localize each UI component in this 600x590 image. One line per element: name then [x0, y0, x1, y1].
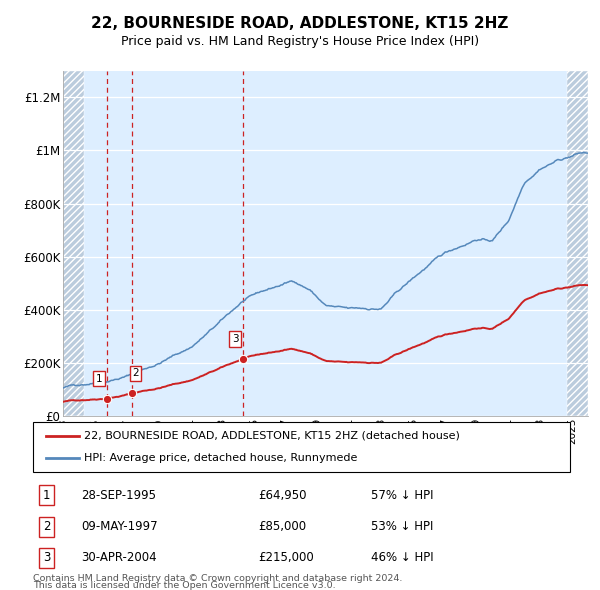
Text: 22, BOURNESIDE ROAD, ADDLESTONE, KT15 2HZ: 22, BOURNESIDE ROAD, ADDLESTONE, KT15 2H… [91, 16, 509, 31]
Text: 57% ↓ HPI: 57% ↓ HPI [371, 489, 434, 502]
Text: 3: 3 [43, 551, 50, 564]
Text: HPI: Average price, detached house, Runnymede: HPI: Average price, detached house, Runn… [84, 453, 358, 463]
Text: 53% ↓ HPI: 53% ↓ HPI [371, 520, 434, 533]
Bar [63, 71, 83, 416]
Text: 2: 2 [132, 369, 139, 378]
Text: 1: 1 [43, 489, 50, 502]
Text: This data is licensed under the Open Government Licence v3.0.: This data is licensed under the Open Gov… [33, 581, 335, 590]
Text: £215,000: £215,000 [259, 551, 314, 564]
Text: 3: 3 [232, 334, 239, 344]
Text: 09-MAY-1997: 09-MAY-1997 [82, 520, 158, 533]
Text: Contains HM Land Registry data © Crown copyright and database right 2024.: Contains HM Land Registry data © Crown c… [33, 574, 403, 583]
Text: £64,950: £64,950 [259, 489, 307, 502]
Text: 28-SEP-1995: 28-SEP-1995 [82, 489, 157, 502]
Bar [568, 71, 588, 416]
Text: 30-APR-2004: 30-APR-2004 [82, 551, 157, 564]
Text: 2: 2 [43, 520, 50, 533]
Text: Price paid vs. HM Land Registry's House Price Index (HPI): Price paid vs. HM Land Registry's House … [121, 35, 479, 48]
Text: 22, BOURNESIDE ROAD, ADDLESTONE, KT15 2HZ (detached house): 22, BOURNESIDE ROAD, ADDLESTONE, KT15 2H… [84, 431, 460, 441]
Text: 1: 1 [95, 374, 102, 384]
Text: 46% ↓ HPI: 46% ↓ HPI [371, 551, 434, 564]
FancyBboxPatch shape [33, 422, 570, 472]
Text: £85,000: £85,000 [259, 520, 307, 533]
